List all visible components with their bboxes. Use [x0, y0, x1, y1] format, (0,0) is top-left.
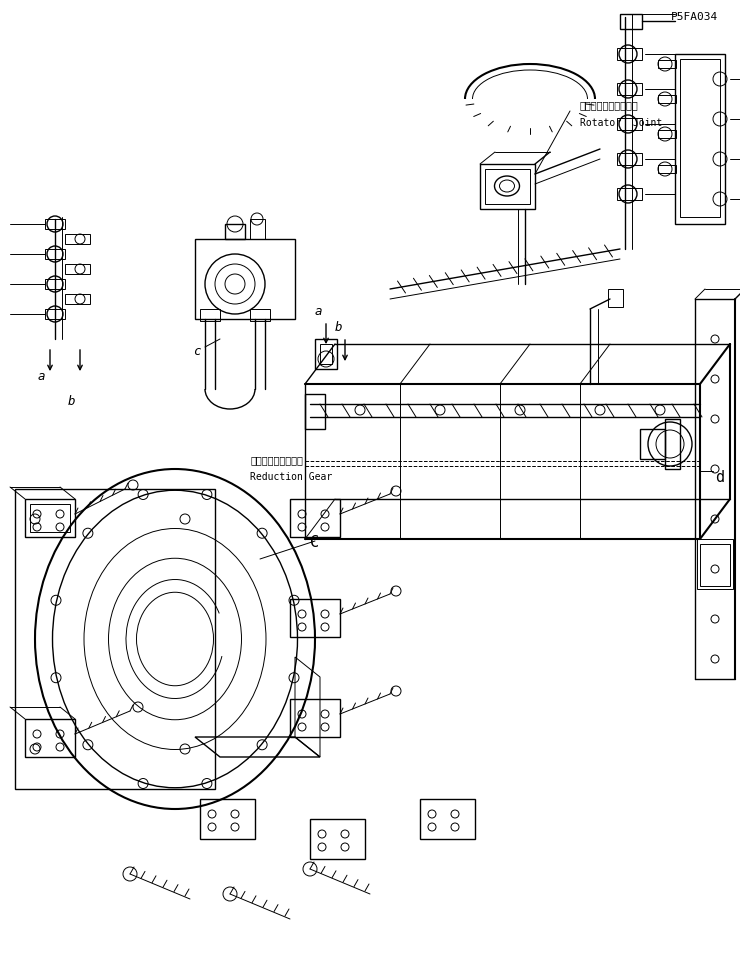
Bar	[617, 49, 642, 61]
Text: b: b	[68, 395, 75, 407]
Bar	[305, 395, 325, 430]
Bar	[45, 220, 65, 230]
Bar	[195, 239, 295, 319]
Bar	[485, 170, 530, 205]
Text: ロータータジョイント: ロータータジョイント	[580, 100, 639, 109]
Bar	[617, 84, 642, 96]
Text: b: b	[335, 320, 343, 334]
Bar	[700, 544, 730, 586]
Bar	[45, 310, 65, 319]
Bar	[310, 819, 365, 859]
Bar	[620, 15, 642, 30]
Bar	[608, 290, 623, 308]
Bar	[30, 504, 70, 532]
Bar	[290, 599, 340, 637]
Text: C: C	[310, 534, 319, 549]
Bar	[658, 61, 676, 69]
Bar	[15, 489, 215, 789]
Bar	[320, 345, 332, 364]
Text: Rotator  Joint: Rotator Joint	[580, 118, 662, 128]
Text: Reduction Gear: Reduction Gear	[250, 472, 332, 482]
Bar	[200, 310, 220, 321]
Bar	[250, 310, 270, 321]
Bar	[675, 55, 725, 225]
Bar	[617, 119, 642, 131]
Bar	[420, 799, 475, 839]
Bar	[665, 419, 680, 470]
Text: P5FA034: P5FA034	[670, 12, 718, 21]
Bar	[225, 225, 245, 239]
Bar	[25, 719, 75, 757]
Bar	[290, 499, 340, 537]
Bar	[45, 250, 65, 260]
Bar	[697, 539, 733, 589]
Bar	[250, 220, 265, 239]
Bar	[200, 799, 255, 839]
Bar	[480, 165, 535, 210]
Bar	[617, 153, 642, 166]
Text: a: a	[38, 369, 45, 383]
Text: リタクションギヤー: リタクションギヤー	[250, 454, 303, 464]
Bar	[290, 700, 340, 738]
Bar	[658, 131, 676, 139]
Bar	[65, 234, 90, 245]
Text: d: d	[715, 470, 724, 485]
Bar	[658, 166, 676, 174]
Text: a: a	[315, 305, 323, 318]
Bar	[315, 340, 337, 369]
Bar	[640, 430, 665, 459]
Bar	[25, 499, 75, 537]
Bar	[658, 96, 676, 104]
Bar	[680, 60, 720, 218]
Text: c: c	[193, 345, 201, 358]
Bar	[65, 265, 90, 275]
Bar	[45, 279, 65, 290]
Bar	[65, 295, 90, 305]
Bar	[617, 189, 642, 201]
